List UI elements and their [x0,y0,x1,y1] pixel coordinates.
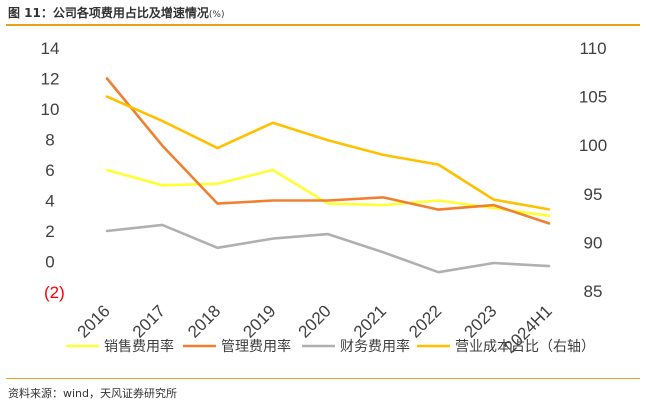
y-left-tick-label: 8 [45,131,54,150]
x-tick-label: 2020 [295,301,335,341]
y-right-tick-label: 90 [584,233,603,252]
legend-label: 销售费用率 [104,338,174,355]
legend-label: 营业成本占比（右轴） [455,339,595,355]
series-line-admin [105,77,551,225]
x-tick-label: 2018 [184,301,224,341]
x-tick-label: 2022 [405,301,445,341]
y-right-tick-label: 100 [579,136,607,155]
source-note: 资料来源：wind，天风证券研究所 [8,387,178,400]
y-right-tick-label: 95 [584,185,603,204]
x-tick-label: 2016 [74,301,114,341]
y-right-tick-label: 85 [584,282,603,301]
y-left-tick-label: (2) [44,283,65,302]
y-left-tick-label: 0 [45,253,54,272]
figure-title: 图 11：公司各项费用占比及增速情况(%) [8,4,224,21]
source-rule [6,378,640,379]
title-rule [6,24,640,26]
y-left-tick-label: 10 [41,100,60,119]
y-left-tick-label: 6 [45,161,54,180]
y-left-tick-label: 12 [41,70,60,89]
y-right-tick-label: 110 [579,39,606,58]
x-tick-label: 2017 [129,301,169,341]
x-tick-label: 2019 [239,301,279,341]
figure-title-text: 图 11：公司各项费用占比及增速情况 [8,6,209,20]
x-tick-label: 2021 [350,301,390,341]
y-left-tick-label: 14 [41,39,60,58]
figure-title-unit: (%) [208,10,225,20]
y-right-tick-label: 105 [579,88,607,107]
x-tick-label: 2023 [460,301,500,341]
y-left-tick-label: 2 [45,222,54,241]
y-left-tick-label: 4 [45,192,54,211]
legend-label: 管理费用率 [221,338,291,355]
legend-label: 财务费用率 [340,338,410,355]
series-line-finance [105,223,551,274]
series-line-cost-ratio [105,95,551,211]
